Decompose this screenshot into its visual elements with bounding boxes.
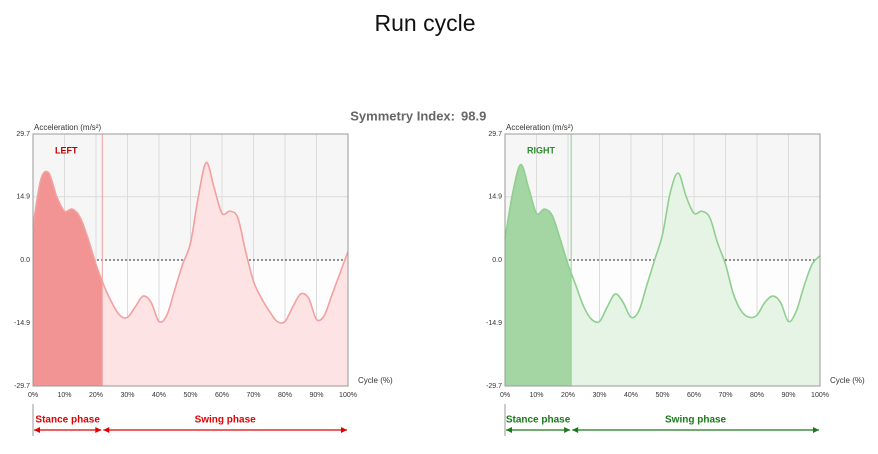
y-tick-label: 14.9 (16, 194, 30, 201)
curve (504, 163, 821, 324)
x-tick-label: 10% (57, 392, 71, 399)
x-tick-label: 0% (500, 392, 510, 399)
y-axis-label: Acceleration (m/s²) (34, 123, 101, 132)
plot-frame (504, 133, 821, 387)
x-tick-label: 60% (215, 392, 229, 399)
area-fill (571, 173, 820, 386)
y-tick-label: 0.0 (492, 257, 502, 264)
area-fill (505, 164, 572, 386)
plot-frame (32, 133, 349, 387)
y-axis-label: Acceleration (m/s²) (506, 123, 573, 132)
x-tick-label: 90% (309, 392, 323, 399)
x-tick-label: 100% (811, 392, 829, 399)
symmetry-label: Symmetry Index: (350, 108, 455, 123)
x-tick-label: 0% (28, 392, 38, 399)
area-fill (102, 162, 348, 386)
x-axis-label: Cycle (%) (830, 376, 865, 385)
y-tick-label: -29.7 (486, 383, 502, 390)
phase-label: Stance phase (35, 415, 100, 426)
chart: 0% 10% 20% 30% 40% 50% 60% 70% 80% 90% 100% -29.7 -1… (486, 123, 865, 436)
x-tick-label: 70% (246, 392, 260, 399)
side-label: LEFT (55, 145, 78, 155)
phase-label: Stance phase (506, 415, 571, 426)
y-tick-label: 14.9 (488, 194, 502, 201)
x-tick-label: 20% (89, 392, 103, 399)
x-tick-label: 10% (529, 392, 543, 399)
x-tick-label: 50% (183, 392, 197, 399)
x-tick-label: 40% (152, 392, 166, 399)
phase-label: Swing phase (195, 415, 257, 426)
page-title: Run cycle (375, 10, 476, 36)
x-tick-label: 50% (655, 392, 669, 399)
y-tick-label: -14.9 (14, 320, 30, 327)
x-axis-label: Cycle (%) (358, 376, 393, 385)
area-fill (33, 171, 103, 386)
x-tick-label: 80% (750, 392, 764, 399)
x-tick-label: 90% (781, 392, 795, 399)
symmetry-value: 98.9 (461, 108, 486, 123)
y-tick-label: 29.7 (16, 131, 30, 138)
y-tick-label: -29.7 (14, 383, 30, 390)
x-tick-label: 20% (561, 392, 575, 399)
y-tick-label: 29.7 (488, 131, 502, 138)
y-tick-label: 0.0 (20, 257, 30, 264)
x-tick-label: 60% (687, 392, 701, 399)
y-tick-label: -14.9 (486, 320, 502, 327)
curve (32, 161, 349, 324)
phase-label: Swing phase (665, 415, 727, 426)
side-label: RIGHT (527, 145, 556, 155)
chart: 0% 10% 20% 30% 40% 50% 60% 70% 80% 90% 100% -29.7 -1… (14, 123, 393, 436)
x-tick-label: 40% (624, 392, 638, 399)
x-tick-label: 70% (718, 392, 732, 399)
x-tick-label: 30% (592, 392, 606, 399)
x-tick-label: 30% (120, 392, 134, 399)
x-tick-label: 100% (339, 392, 357, 399)
x-tick-label: 80% (278, 392, 292, 399)
